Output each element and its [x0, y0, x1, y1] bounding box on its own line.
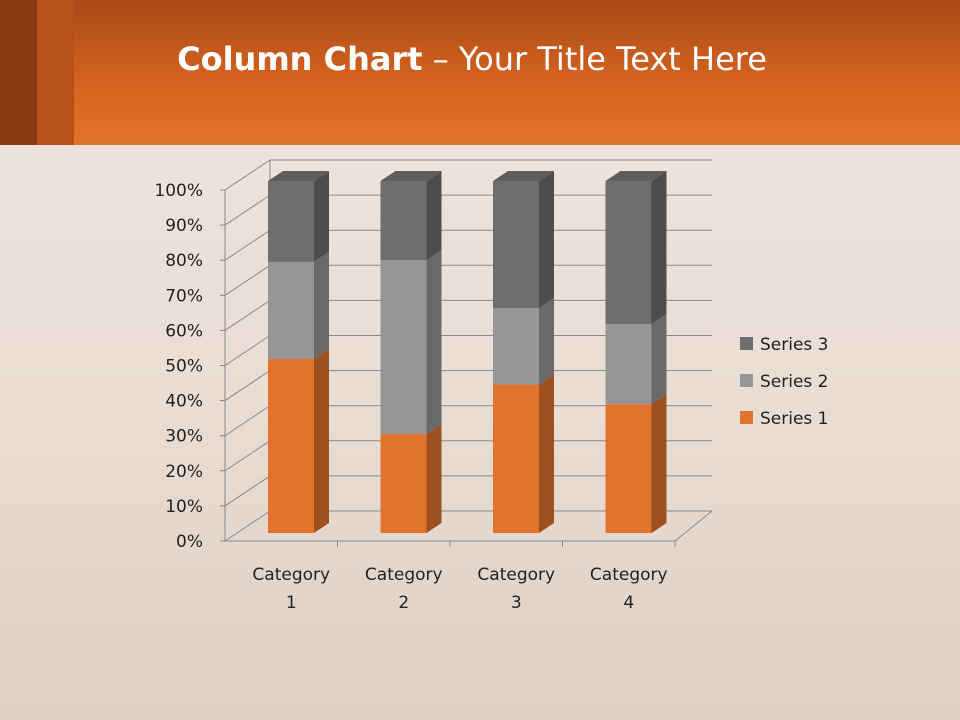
bar-segment-front	[380, 434, 427, 533]
bar-segment-side	[539, 374, 554, 533]
slide-title: Column Chart – Your Title Text Here	[0, 40, 944, 78]
bar-segment-side	[539, 171, 554, 309]
bar-segment-front	[268, 181, 314, 262]
bar-segment-front	[268, 359, 314, 533]
bar-segment-front	[493, 308, 539, 385]
decor-strip	[37, 0, 74, 145]
legend-swatch	[740, 337, 753, 350]
x-tick-label: Category 2	[365, 565, 443, 613]
title-rest: – Your Title Text Here	[422, 40, 767, 78]
legend: Series 3 Series 2 Series 1	[740, 335, 829, 429]
legend-label: Series 3	[760, 335, 829, 355]
bar-segment-side	[426, 171, 442, 261]
title-bar	[0, 0, 960, 145]
bar-segment-front	[380, 260, 427, 435]
y-tick-label: 0%	[176, 532, 203, 552]
legend-swatch	[740, 411, 753, 424]
y-tick-label: 90%	[165, 216, 203, 236]
x-tick-label: Category 4	[590, 565, 668, 613]
title-bold: Column Chart	[177, 40, 423, 78]
y-tick-label: 100%	[154, 181, 203, 201]
y-tick-label: 60%	[165, 321, 203, 341]
bar-segment-side	[651, 314, 667, 405]
bar-segment-side	[314, 251, 329, 360]
bar-segment-front	[493, 384, 539, 533]
y-tick-label: 70%	[165, 286, 203, 306]
y-tick-label: 80%	[165, 251, 203, 271]
bar-stack	[268, 171, 329, 533]
bar-segment-side	[651, 394, 667, 533]
bar-segment-front	[605, 324, 652, 405]
y-tick-label: 40%	[165, 392, 203, 412]
bar-segment-side	[314, 171, 329, 262]
y-tick-label: 30%	[165, 427, 203, 447]
y-tick-label: 10%	[165, 497, 203, 517]
bar-segment-front	[268, 261, 314, 360]
bar-segment-side	[314, 349, 329, 533]
bar-segment-side	[426, 250, 442, 435]
bar-segment-side	[426, 424, 442, 533]
legend-label: Series 2	[760, 372, 829, 392]
bar-stack	[493, 171, 554, 533]
bar-stack	[605, 171, 667, 533]
bar-top	[268, 171, 329, 181]
bar-top	[605, 171, 667, 181]
bar-segment-front	[380, 181, 427, 261]
bar-segment-front	[605, 404, 652, 533]
bar-top	[493, 171, 554, 181]
y-tick-label: 50%	[165, 357, 203, 377]
legend-swatch	[740, 374, 753, 387]
legend-label: Series 1	[760, 409, 829, 429]
bar-segment-side	[539, 298, 554, 385]
x-tick-label: Category 3	[477, 565, 555, 613]
y-tick-label: 20%	[165, 462, 203, 482]
bar-segment-front	[605, 181, 652, 325]
bar-segment-side	[651, 171, 667, 325]
bar-top	[380, 171, 442, 181]
bar-segment-front	[493, 181, 539, 309]
bar-stack	[380, 171, 442, 533]
x-tick-label: Category 1	[252, 565, 330, 613]
decor-strip	[0, 0, 37, 145]
